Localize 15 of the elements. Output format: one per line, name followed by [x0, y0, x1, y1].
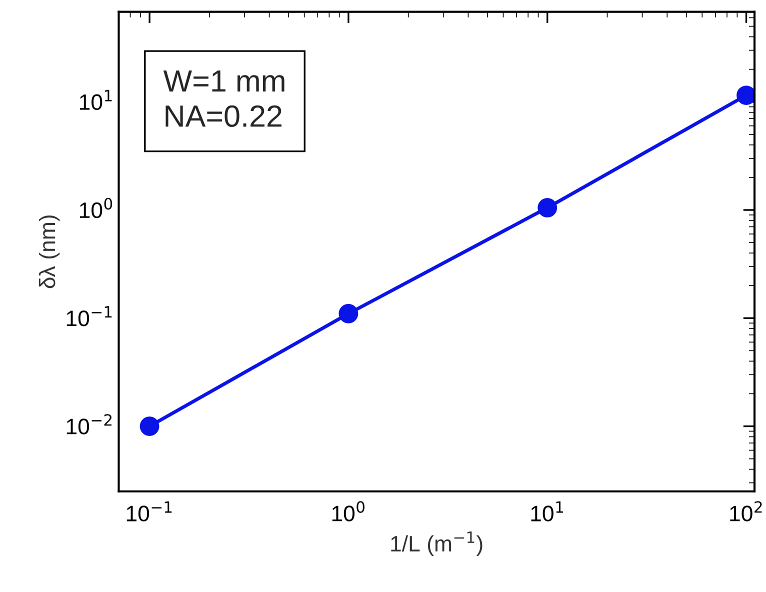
point — [338, 304, 358, 324]
x-axis-title: 1/L (m$^{−1}$) — [391, 532, 482, 556]
x-tick-label: 10$^{0}$ — [332, 501, 364, 522]
point — [736, 86, 755, 106]
x-tick-label: 10$^{1}$ — [531, 501, 563, 522]
y-tick-label: 10$^{−1}$ — [66, 306, 112, 326]
point — [140, 416, 160, 436]
y-tick-label: 10$^{0}$ — [80, 198, 112, 218]
point — [538, 198, 558, 218]
x-tick-label: 10$^{2}$ — [730, 501, 762, 522]
x-tick-label: 10$^{−1}$ — [126, 501, 172, 522]
y-axis-title: δλ (nm) — [38, 216, 60, 288]
y-tick-label: 10$^{1}$ — [80, 90, 112, 110]
annotation: W=1 mm NA=0.22 — [163, 70, 284, 127]
y-tick-label: 10$^{−2}$ — [66, 414, 112, 434]
